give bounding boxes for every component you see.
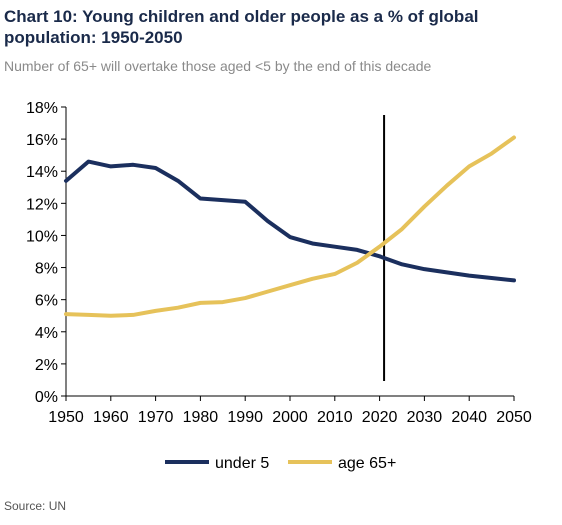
series-line-under-5 [64, 159, 516, 283]
y-tick-label: 2% [35, 357, 58, 374]
x-tick-label: 1950 [48, 409, 84, 426]
x-tick-label: 2020 [362, 409, 398, 426]
y-tick-label: 16% [26, 132, 58, 149]
chart-axes: 0% 2% 4% 6% 8% 10% 12% 14% 16% 18% 1950 1960 1970 198… [26, 100, 532, 426]
legend-label: age 65+ [338, 455, 396, 472]
x-tick-label: 2050 [496, 409, 532, 426]
chart-series-layer [64, 135, 516, 318]
y-tick-label: 12% [26, 196, 58, 213]
x-tick-label: 1970 [138, 409, 174, 426]
y-tick-label: 8% [35, 261, 58, 278]
x-tick-label: 2000 [272, 409, 308, 426]
y-tick-label: 10% [26, 228, 58, 245]
legend-label: under 5 [215, 455, 269, 472]
series-line-age-65-plus [64, 135, 516, 318]
x-tick-label: 1990 [227, 409, 263, 426]
x-tick-label: 2040 [451, 409, 487, 426]
y-tick-label: 18% [26, 100, 58, 117]
x-tick-label: 2010 [317, 409, 353, 426]
x-tick-label: 2030 [407, 409, 443, 426]
chart-legend: under 5 age 65+ [165, 455, 396, 472]
chart-subtitle: Number of 65+ will overtake those aged <… [4, 58, 432, 74]
x-tick-label: 1960 [93, 409, 129, 426]
y-tick-label: 6% [35, 293, 58, 310]
y-tick-label: 14% [26, 164, 58, 181]
y-tick-label: 0% [35, 389, 58, 406]
y-tick-label: 4% [35, 325, 58, 342]
x-tick-label: 1980 [183, 409, 219, 426]
source-note: Source: UN [4, 499, 67, 513]
chart-title: Chart 10: Young children and older peopl… [4, 7, 479, 47]
